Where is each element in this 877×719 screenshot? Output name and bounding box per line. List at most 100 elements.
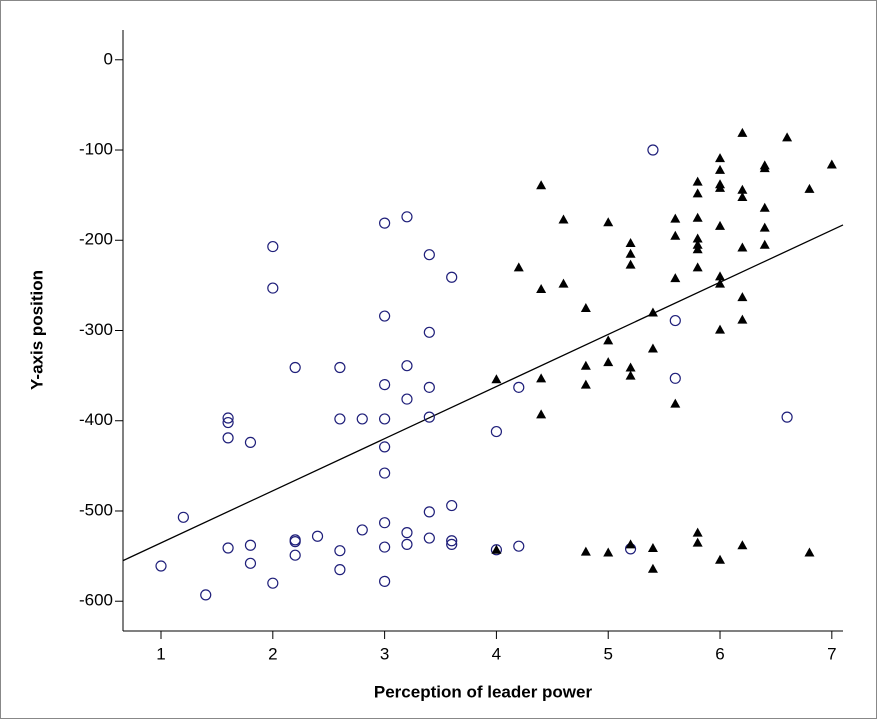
circle-point xyxy=(513,540,525,552)
triangle-point xyxy=(580,379,591,389)
circle-point xyxy=(446,499,458,512)
y-tick-label: 0 xyxy=(104,49,113,68)
triangle-point xyxy=(670,213,681,223)
triangle-point xyxy=(759,163,770,173)
circle-point xyxy=(423,249,435,261)
triangle-point xyxy=(558,214,569,224)
circle-point xyxy=(289,536,301,548)
triangle-point xyxy=(603,547,614,557)
triangle-point xyxy=(692,239,703,249)
triangle-point xyxy=(737,184,748,194)
triangle-point xyxy=(692,212,703,222)
triangle-point xyxy=(804,183,815,193)
triangle-point xyxy=(625,539,636,549)
circle-point xyxy=(267,577,279,589)
triangle-point xyxy=(737,314,748,324)
triangle-point xyxy=(647,563,658,573)
triangle-point xyxy=(491,544,502,554)
x-axis-title: Perception of leader power xyxy=(374,682,593,701)
triangle-point xyxy=(737,191,748,201)
triangle-point xyxy=(491,374,502,384)
circle-point xyxy=(244,436,257,448)
triangle-point xyxy=(715,182,726,192)
x-tick-label: 6 xyxy=(715,644,724,663)
circle-point xyxy=(513,381,525,393)
triangle-point xyxy=(692,527,703,537)
triangle-point xyxy=(715,324,726,334)
circle-point xyxy=(244,557,257,569)
triangle-point xyxy=(603,335,614,345)
triangle-point xyxy=(737,127,748,137)
y-tick-label: -600 xyxy=(79,591,113,610)
triangle-point xyxy=(692,233,703,243)
x-tick-label: 3 xyxy=(380,644,389,663)
circle-point xyxy=(177,511,189,523)
circle-point xyxy=(222,416,234,429)
y-tick-label: -300 xyxy=(79,320,113,339)
x-tick-label: 1 xyxy=(156,644,165,663)
circle-point xyxy=(423,326,435,338)
triangle-point xyxy=(670,230,681,240)
triangle-point xyxy=(625,237,636,247)
circle-point xyxy=(401,211,413,223)
circle-point xyxy=(356,524,368,536)
triangle-point xyxy=(692,244,703,254)
triangle-point xyxy=(804,547,815,557)
circle-point xyxy=(334,361,346,374)
circle-point xyxy=(669,314,681,327)
circle-point xyxy=(289,549,301,561)
triangle-point xyxy=(513,262,524,272)
triangle-point xyxy=(670,398,681,408)
triangle-point xyxy=(715,278,726,288)
circle-point xyxy=(401,360,413,372)
circle-point xyxy=(334,564,346,576)
triangle-point xyxy=(536,283,547,293)
y-tick-label: -500 xyxy=(79,500,113,519)
circle-point xyxy=(379,310,391,322)
circle-point xyxy=(781,411,793,423)
circle-point xyxy=(222,412,234,424)
circle-point xyxy=(669,372,681,384)
triangle-point xyxy=(536,409,547,419)
y-axis-title: Y-axis position xyxy=(27,270,46,390)
circle-point xyxy=(490,425,503,438)
x-tick-label: 5 xyxy=(603,644,612,663)
fit-line xyxy=(122,224,844,562)
circle-point xyxy=(379,413,391,425)
circle-point xyxy=(379,217,391,229)
triangle-point xyxy=(647,542,658,552)
circle-point xyxy=(379,467,391,479)
triangle-point xyxy=(759,222,770,232)
circle-point xyxy=(267,240,279,253)
circle-point xyxy=(647,144,659,156)
triangle-point xyxy=(625,362,636,372)
triangle-point xyxy=(715,153,726,163)
circle-point xyxy=(244,539,257,551)
circle-point xyxy=(379,379,391,391)
triangle-point xyxy=(692,262,703,272)
circle-point xyxy=(200,589,212,601)
triangle-point xyxy=(715,220,726,230)
circle-point xyxy=(379,517,391,529)
triangle-point xyxy=(580,302,591,312)
x-tick-label: 2 xyxy=(268,644,277,663)
triangle-point xyxy=(737,292,748,302)
circle-point xyxy=(334,545,346,557)
triangle-point xyxy=(715,271,726,281)
circle-point xyxy=(379,575,391,587)
circle-point xyxy=(267,282,279,294)
y-tick-label: -100 xyxy=(79,140,113,159)
x-tick-label: 7 xyxy=(827,644,836,663)
circle-point xyxy=(401,527,413,539)
triangle-point xyxy=(625,370,636,380)
circle-point xyxy=(446,535,458,547)
triangle-point xyxy=(670,273,681,283)
triangle-point xyxy=(692,176,703,186)
triangle-point xyxy=(737,242,748,252)
triangle-point xyxy=(782,132,793,142)
triangle-point xyxy=(536,373,547,383)
circle-point xyxy=(446,538,458,550)
triangle-point xyxy=(580,546,591,556)
triangle-point xyxy=(603,217,614,227)
triangle-point xyxy=(692,188,703,198)
